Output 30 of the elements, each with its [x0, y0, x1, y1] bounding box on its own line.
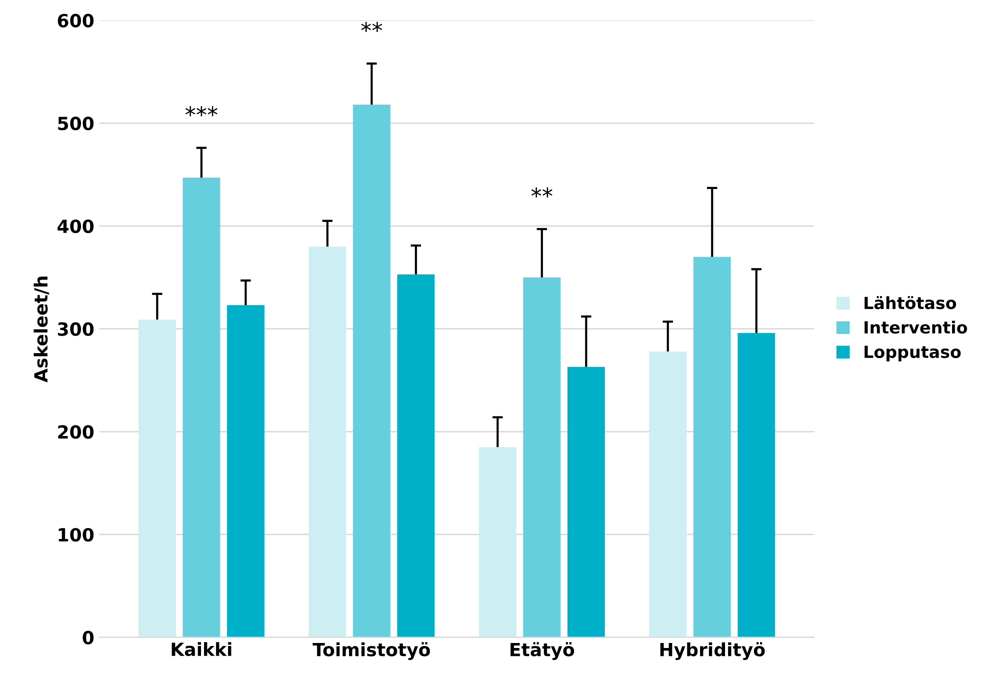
bar — [693, 256, 731, 638]
x-tick-label: Kaikki — [172, 642, 232, 656]
legend-label: Lähtötaso — [864, 296, 956, 310]
annotation: ** — [361, 22, 382, 32]
x-tick-label: Hybridityö — [660, 642, 765, 660]
bar — [478, 447, 516, 638]
bar — [182, 178, 220, 638]
bar — [352, 104, 390, 638]
bar — [567, 366, 605, 638]
y-tick-label: 300 — [58, 322, 94, 336]
bar — [523, 277, 561, 638]
annotation: ** — [531, 187, 552, 198]
y-tick-label: 100 — [58, 528, 94, 542]
x-tick-label: Toimistotyö — [312, 642, 430, 660]
annotation: *** — [185, 106, 218, 116]
legend-label: Lopputaso — [864, 346, 961, 362]
bar — [397, 274, 435, 638]
legend-label: Interventio — [864, 320, 968, 334]
y-tick-label: 600 — [58, 14, 94, 28]
x-tick-label: Etätyö — [510, 642, 574, 660]
y-tick-label: 200 — [58, 425, 94, 439]
bar — [308, 246, 346, 638]
y-tick-label: 500 — [58, 116, 94, 130]
bar — [138, 320, 176, 638]
bar — [738, 332, 776, 638]
y-axis-title: Askeleet/h — [34, 276, 50, 382]
y-tick-label: 0 — [82, 630, 94, 644]
y-tick-label: 400 — [58, 219, 94, 234]
bar — [649, 351, 687, 638]
bar — [226, 305, 264, 638]
